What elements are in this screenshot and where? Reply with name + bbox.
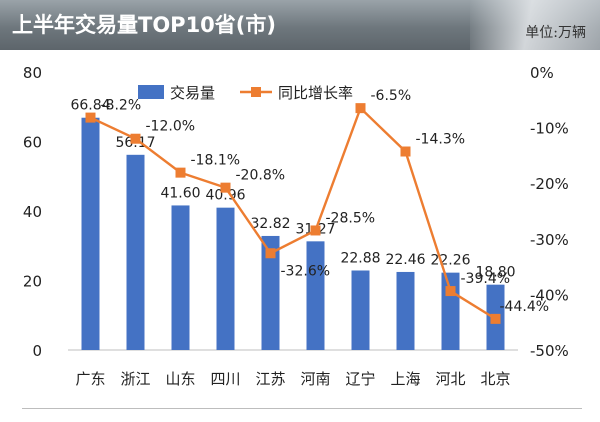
chart-title: 上半年交易量TOP10省(市) bbox=[12, 13, 276, 37]
y-right-tick-label: -40% bbox=[530, 286, 569, 304]
y-right-tick-label: 0% bbox=[530, 64, 554, 82]
bar-河北 bbox=[441, 272, 460, 350]
bar-山东 bbox=[171, 205, 190, 350]
bar-value-label: 32.82 bbox=[250, 216, 290, 232]
growth-value-label: -12.0% bbox=[146, 119, 196, 135]
y-left-tick-label: 0 bbox=[32, 342, 42, 360]
growth-value-label: -6.5% bbox=[371, 88, 412, 104]
y-right-tick-label: -20% bbox=[530, 175, 569, 193]
x-tick-label: 江苏 bbox=[255, 370, 285, 388]
header-decoration bbox=[470, 0, 600, 50]
growth-value-label: -28.5% bbox=[326, 210, 376, 226]
y-left-tick-label: 20 bbox=[23, 273, 42, 291]
y-left-tick-label: 60 bbox=[23, 134, 42, 152]
x-tick-label: 河南 bbox=[300, 370, 330, 388]
y-right-tick-label: -50% bbox=[530, 342, 569, 360]
growth-point bbox=[130, 133, 141, 144]
x-tick-label: 北京 bbox=[480, 370, 510, 388]
bar-value-label: 22.46 bbox=[385, 252, 425, 268]
unit-label: 单位:万辆 bbox=[525, 25, 586, 41]
growth-value-label: -8.2% bbox=[101, 98, 142, 114]
growth-value-label: -14.3% bbox=[416, 132, 466, 148]
bar-江苏 bbox=[261, 235, 280, 350]
growth-value-label: -18.1% bbox=[191, 153, 241, 169]
bar-上海 bbox=[396, 271, 415, 350]
bar-value-label: 66.84 bbox=[70, 98, 110, 114]
growth-point bbox=[445, 286, 456, 297]
x-tick-label: 广东 bbox=[75, 370, 105, 388]
header-bar: 上半年交易量TOP10省(市) bbox=[0, 0, 600, 50]
y-left-tick-label: 80 bbox=[23, 64, 42, 82]
legend-label-volume: 交易量 bbox=[170, 84, 215, 102]
x-tick-label: 上海 bbox=[390, 370, 420, 388]
bar-浙江 bbox=[126, 154, 145, 350]
growth-point bbox=[490, 313, 501, 324]
growth-line bbox=[89, 106, 497, 320]
y-right-tick-label: -10% bbox=[530, 120, 569, 138]
bar-value-label: 41.60 bbox=[160, 185, 200, 201]
legend-swatch-growth-marker bbox=[251, 87, 261, 97]
x-tick-label: 四川 bbox=[210, 370, 240, 388]
growth-point bbox=[220, 182, 231, 193]
bar-value-label: 22.26 bbox=[430, 253, 470, 269]
x-tick-label: 浙江 bbox=[120, 370, 150, 388]
bar-广东 bbox=[81, 117, 100, 350]
bar-value-label: 22.88 bbox=[340, 250, 380, 266]
growth-value-label: -44.4% bbox=[500, 299, 550, 315]
bar-四川 bbox=[216, 207, 235, 350]
x-tick-label: 辽宁 bbox=[345, 370, 375, 388]
growth-value-label: -32.6% bbox=[281, 263, 331, 279]
y-left-tick-label: 40 bbox=[23, 203, 42, 221]
growth-point bbox=[355, 103, 366, 114]
growth-point bbox=[265, 248, 276, 259]
bottom-divider bbox=[22, 408, 582, 409]
y-right-tick-label: -30% bbox=[530, 231, 569, 249]
legend-label-growth: 同比增长率 bbox=[278, 84, 353, 102]
growth-point bbox=[85, 112, 96, 123]
x-tick-label: 山东 bbox=[165, 370, 195, 388]
bar-辽宁 bbox=[351, 270, 370, 350]
growth-point bbox=[310, 225, 321, 236]
bar-河南 bbox=[306, 241, 325, 350]
bar-value-label: 18.80 bbox=[475, 265, 515, 281]
growth-value-label: -20.8% bbox=[236, 168, 286, 184]
growth-point bbox=[400, 146, 411, 157]
x-tick-label: 河北 bbox=[435, 370, 465, 388]
growth-point bbox=[175, 167, 186, 178]
legend-swatch-volume bbox=[138, 85, 164, 99]
bar-value-label: 40.96 bbox=[205, 188, 245, 204]
growth-value-label: -39.4% bbox=[461, 271, 511, 287]
